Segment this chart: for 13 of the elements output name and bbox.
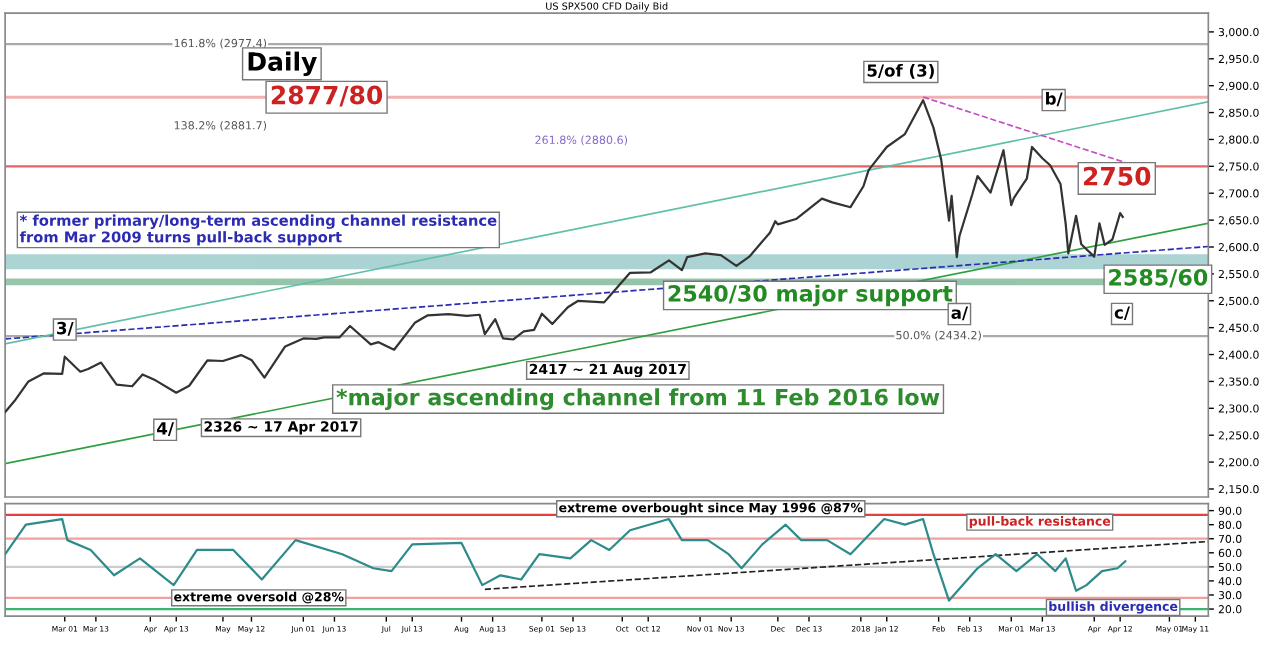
band-label: 2540/30 major support	[668, 284, 953, 307]
band-label: 2877/80	[271, 85, 383, 107]
line-series	[5, 517, 1127, 602]
annotation: Daily	[248, 51, 317, 76]
annotation: 3/	[57, 321, 74, 336]
ref-line-label: 2750	[1083, 166, 1151, 186]
band-label: 2585/60	[1109, 268, 1208, 288]
annotation: a/	[951, 306, 969, 321]
annotation: b/	[1046, 91, 1063, 107]
annotation: 5/of (3)	[867, 63, 934, 79]
annotation: c/	[1114, 306, 1130, 321]
annotation: 4/	[157, 422, 174, 436]
annotation: *major ascending channel from 11 Feb 2016 low	[336, 388, 940, 410]
